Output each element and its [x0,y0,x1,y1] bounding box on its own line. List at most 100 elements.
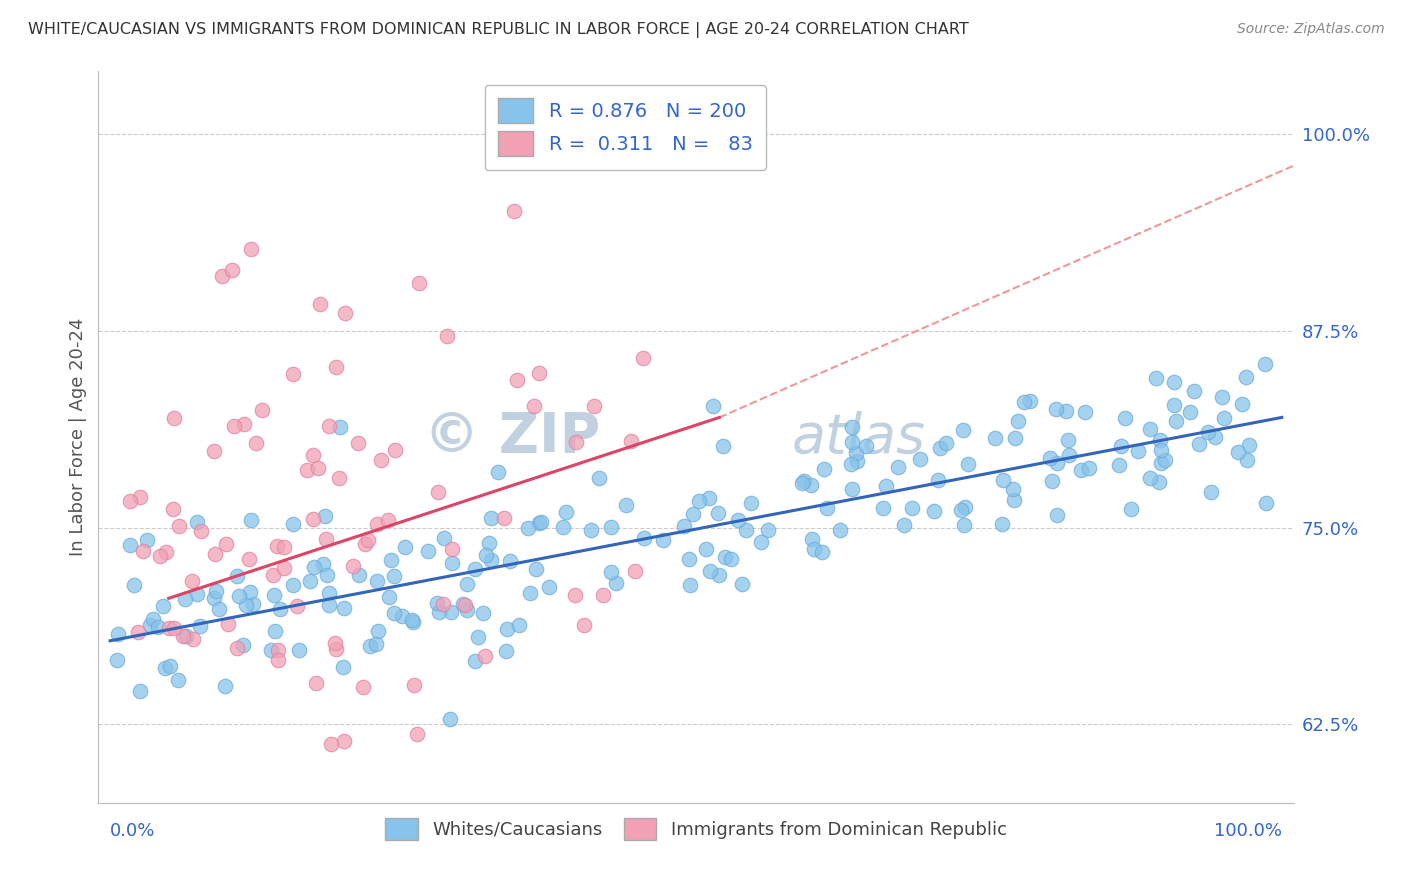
Point [495,644,517,658]
Point [855,439,877,453]
Point [1070,462,1092,476]
Point [153,661,176,675]
Point [845,446,868,460]
Point [572,617,595,632]
Point [1007,414,1029,428]
Point [583,399,606,413]
Point [792,475,814,490]
Point [377,591,399,605]
Point [599,565,621,579]
Point [1004,431,1026,445]
Point [1054,403,1077,417]
Point [451,597,474,611]
Point [1236,453,1258,467]
Point [315,567,337,582]
Point [202,591,225,606]
Point [132,544,155,558]
Point [506,374,529,388]
Point [273,561,295,575]
Point [952,423,974,437]
Point [225,641,247,656]
Point [214,679,236,693]
Point [1012,394,1035,409]
Point [464,561,486,575]
Point [288,643,311,657]
Point [384,443,406,458]
Point [800,532,823,546]
Point [155,545,177,559]
Point [453,599,475,613]
Point [456,576,478,591]
Point [1197,425,1219,439]
Point [811,545,834,559]
Point [503,204,526,219]
Point [1154,453,1177,467]
Point [749,534,772,549]
Point [1056,433,1078,447]
Point [211,269,233,284]
Point [181,632,204,646]
Point [382,606,405,620]
Point [167,518,190,533]
Point [727,513,749,527]
Point [401,613,423,627]
Point [592,588,614,602]
Point [152,599,174,613]
Point [162,621,184,635]
Point [1074,405,1097,419]
Point [295,462,318,476]
Text: Source: ZipAtlas.com: Source: ZipAtlas.com [1237,22,1385,37]
Point [441,542,464,557]
Point [269,602,291,616]
Point [1254,357,1277,371]
Point [688,493,710,508]
Point [312,557,335,571]
Point [614,498,637,512]
Point [408,276,430,290]
Point [949,503,972,517]
Point [225,569,247,583]
Point [530,516,553,530]
Point [1150,442,1173,457]
Point [1046,508,1069,523]
Point [1126,444,1149,458]
Point [333,306,356,320]
Point [1188,437,1211,451]
Point [416,544,439,558]
Point [1150,456,1173,470]
Point [1164,414,1187,428]
Point [740,496,762,510]
Point [908,452,931,467]
Point [239,513,262,527]
Point [839,457,862,471]
Point [391,609,413,624]
Point [731,576,754,591]
Point [315,533,337,547]
Point [707,506,730,520]
Point [800,477,823,491]
Point [287,599,309,613]
Point [1139,470,1161,484]
Point [600,520,623,534]
Point [352,680,374,694]
Point [813,462,835,476]
Point [217,617,239,632]
Point [1057,448,1080,462]
Point [202,444,225,458]
Point [699,564,721,578]
Point [333,600,356,615]
Point [208,602,231,616]
Point [478,535,501,549]
Point [735,523,758,537]
Y-axis label: In Labor Force | Age 20-24: In Labor Force | Age 20-24 [69,318,87,557]
Point [215,537,238,551]
Point [984,431,1007,445]
Point [1180,405,1202,419]
Point [318,419,340,434]
Point [380,553,402,567]
Point [846,454,869,468]
Point [815,500,838,515]
Point [652,95,675,110]
Point [1147,475,1170,490]
Point [426,596,449,610]
